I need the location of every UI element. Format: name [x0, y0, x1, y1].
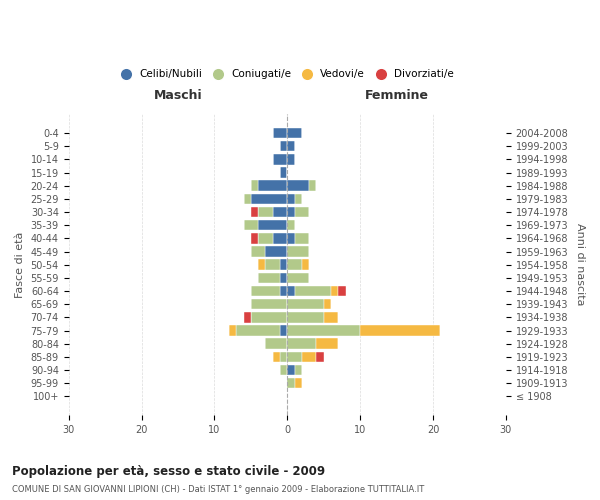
Bar — [287, 154, 295, 164]
Bar — [272, 352, 280, 362]
Bar — [287, 180, 309, 191]
Bar — [272, 233, 287, 243]
Bar — [251, 180, 258, 191]
Bar — [251, 246, 265, 257]
Bar — [287, 220, 295, 230]
Bar — [360, 325, 440, 336]
Bar — [244, 220, 258, 230]
Bar — [258, 207, 272, 218]
Bar — [287, 141, 295, 152]
Bar — [287, 312, 323, 322]
Text: COMUNE DI SAN GIOVANNI LIPIONI (CH) - Dati ISTAT 1° gennaio 2009 - Elaborazione : COMUNE DI SAN GIOVANNI LIPIONI (CH) - Da… — [12, 485, 424, 494]
Text: Femmine: Femmine — [365, 89, 428, 102]
Bar — [236, 325, 280, 336]
Bar — [251, 194, 287, 204]
Bar — [302, 260, 309, 270]
Bar — [272, 207, 287, 218]
Bar — [295, 378, 302, 388]
Bar — [258, 272, 280, 283]
Bar — [265, 260, 280, 270]
Bar — [316, 338, 338, 349]
Bar — [280, 352, 287, 362]
Bar — [287, 352, 302, 362]
Bar — [280, 364, 287, 376]
Text: Maschi: Maschi — [154, 89, 202, 102]
Bar — [316, 352, 323, 362]
Bar — [251, 207, 258, 218]
Bar — [287, 128, 302, 138]
Bar — [287, 233, 295, 243]
Bar — [265, 246, 287, 257]
Bar — [272, 154, 287, 164]
Bar — [258, 233, 272, 243]
Bar — [258, 180, 287, 191]
Bar — [280, 141, 287, 152]
Bar — [258, 220, 287, 230]
Bar — [331, 286, 338, 296]
Bar — [280, 168, 287, 178]
Bar — [295, 233, 309, 243]
Bar — [251, 299, 287, 310]
Y-axis label: Anni di nascita: Anni di nascita — [575, 224, 585, 306]
Bar — [287, 286, 295, 296]
Bar — [280, 286, 287, 296]
Bar — [229, 325, 236, 336]
Bar — [280, 272, 287, 283]
Bar — [287, 260, 302, 270]
Bar — [244, 194, 251, 204]
Bar — [287, 194, 295, 204]
Bar — [251, 233, 258, 243]
Bar — [338, 286, 346, 296]
Bar — [244, 312, 251, 322]
Bar — [287, 378, 295, 388]
Bar — [287, 246, 309, 257]
Bar — [287, 207, 295, 218]
Bar — [287, 338, 316, 349]
Bar — [258, 260, 265, 270]
Bar — [280, 260, 287, 270]
Bar — [323, 312, 338, 322]
Legend: Celibi/Nubili, Coniugati/e, Vedovi/e, Divorziati/e: Celibi/Nubili, Coniugati/e, Vedovi/e, Di… — [116, 65, 458, 84]
Bar — [280, 325, 287, 336]
Bar — [251, 286, 280, 296]
Bar — [287, 364, 295, 376]
Bar — [295, 286, 331, 296]
Bar — [295, 207, 309, 218]
Text: Popolazione per età, sesso e stato civile - 2009: Popolazione per età, sesso e stato civil… — [12, 465, 325, 478]
Bar — [287, 299, 323, 310]
Bar — [295, 364, 302, 376]
Bar — [295, 194, 302, 204]
Bar — [265, 338, 287, 349]
Bar — [287, 325, 360, 336]
Bar — [251, 312, 287, 322]
Bar — [272, 128, 287, 138]
Bar — [323, 299, 331, 310]
Bar — [287, 272, 309, 283]
Bar — [309, 180, 316, 191]
Y-axis label: Fasce di età: Fasce di età — [15, 232, 25, 298]
Bar — [302, 352, 316, 362]
